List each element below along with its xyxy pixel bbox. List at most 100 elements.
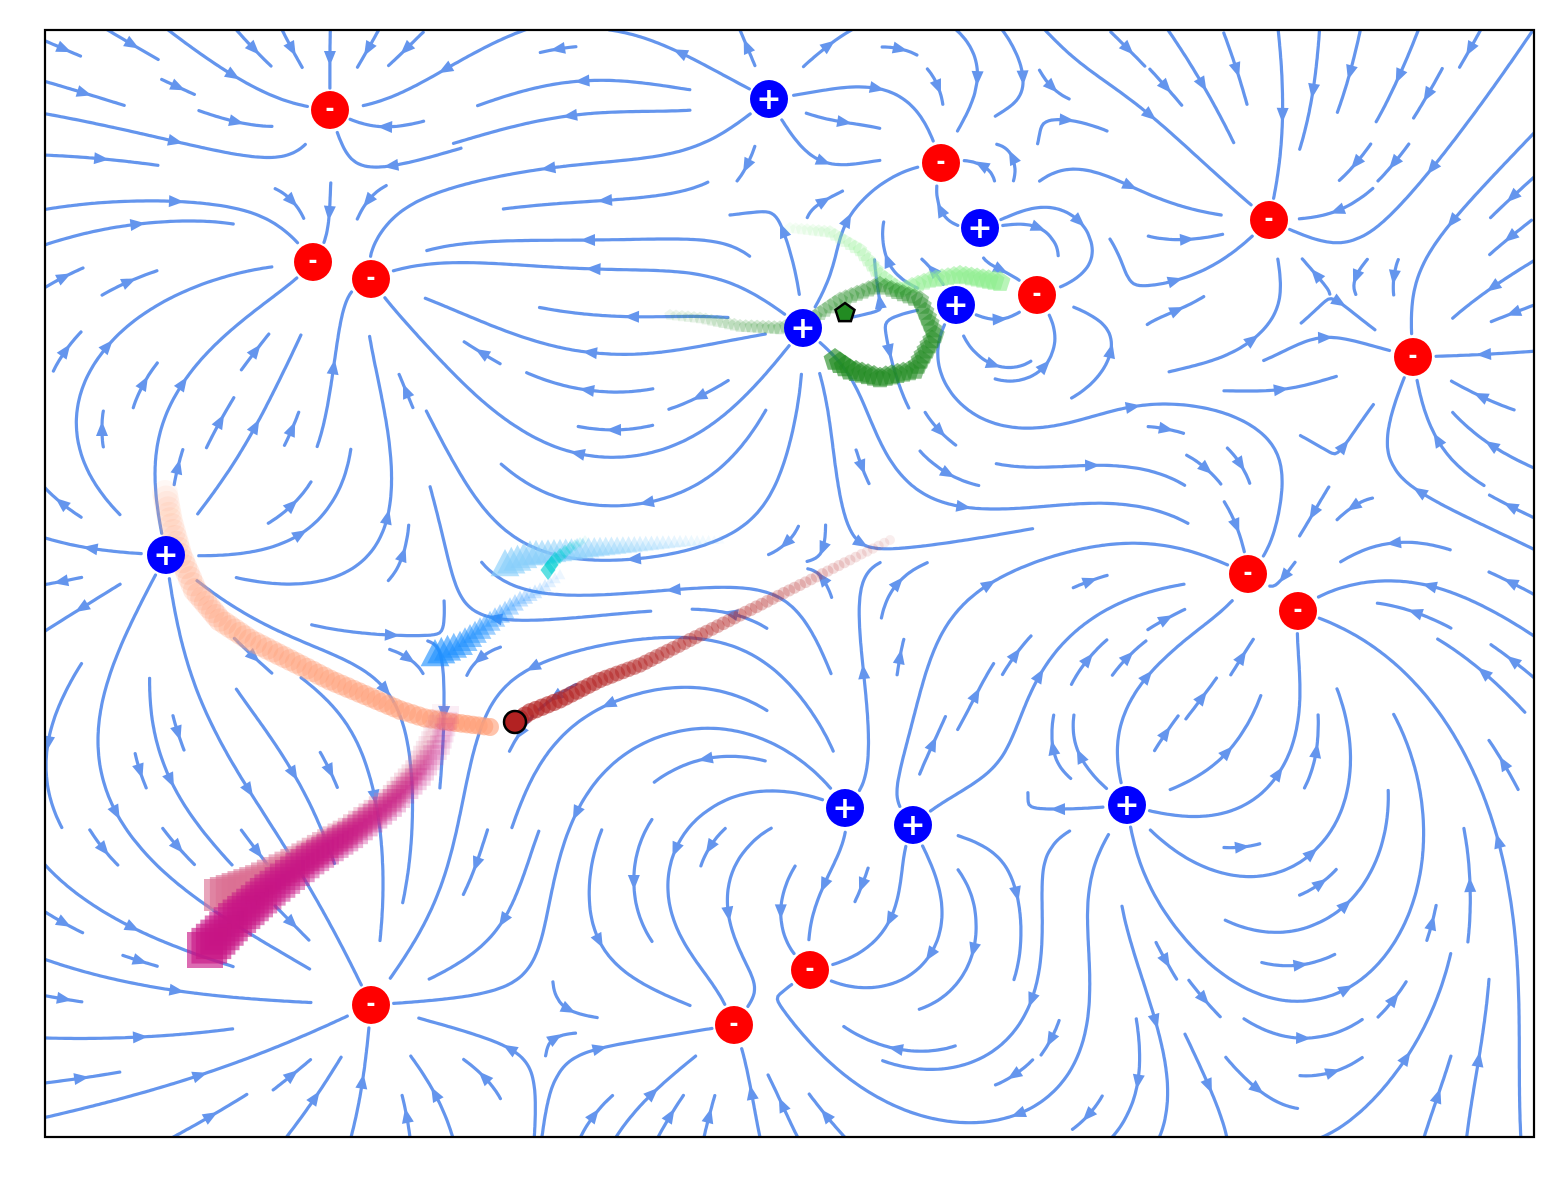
- trajectory-marker: [367, 800, 393, 825]
- stream-arrow: [892, 649, 905, 665]
- stream-arrow: [167, 133, 183, 146]
- trajectory-marker: [860, 252, 876, 267]
- stream-arrow: [1427, 158, 1442, 175]
- trajectory-marker: [302, 660, 324, 683]
- stream-arrow: [819, 540, 831, 557]
- trajectory-marker: [783, 584, 796, 597]
- stream-arrow: [376, 680, 391, 696]
- stream-arrow: [132, 762, 144, 779]
- stream-arrow: [1308, 82, 1321, 99]
- charge-sign: -: [366, 266, 375, 291]
- trajectory-marker: [921, 270, 939, 288]
- trajectory-marker: [436, 717, 456, 737]
- charge-dot: [1108, 786, 1146, 824]
- charge-dot: [294, 243, 332, 281]
- trajectory-marker: [905, 288, 924, 306]
- stream-arrow: [624, 310, 640, 323]
- stream-arrow: [1388, 153, 1404, 170]
- stream-arrow: [721, 905, 734, 922]
- stream-arrow: [1158, 421, 1174, 434]
- trajectory-marker: [412, 759, 434, 781]
- stream-arrow: [168, 195, 184, 208]
- stream-arrow: [1476, 348, 1492, 361]
- charge-sign: -: [366, 992, 375, 1017]
- stream-arrow: [82, 543, 99, 556]
- stream-arrow: [1506, 187, 1522, 203]
- trajectory-marker: [554, 569, 566, 580]
- stream-arrow: [1118, 39, 1134, 55]
- trajectory-marker: [410, 750, 430, 770]
- trajectories: [152, 222, 1011, 968]
- stream-arrow: [884, 252, 896, 270]
- trajectory-marker: [838, 233, 852, 247]
- trajectory-marker: [649, 535, 665, 550]
- stream-arrow: [1397, 1051, 1411, 1068]
- trajectory-marker: [816, 568, 828, 580]
- trajectory-marker: [664, 309, 676, 320]
- trajectory-marker: [670, 309, 682, 321]
- stream-arrow: [240, 781, 254, 797]
- stream-arrow: [820, 876, 833, 893]
- trajectory-marker: [620, 661, 637, 678]
- trajectory-marker: [423, 744, 444, 766]
- negative-charge: -: [1018, 276, 1056, 314]
- stream-arrow: [1197, 459, 1213, 475]
- charge-dot: [826, 789, 864, 827]
- charge-sign: +: [943, 288, 968, 323]
- stream-arrow: [1193, 75, 1207, 92]
- stream-arrow: [1384, 992, 1399, 1009]
- trajectory-marker: [401, 764, 422, 785]
- stream-arrow: [1228, 517, 1240, 534]
- charge-sign: +: [756, 82, 781, 117]
- trajectory-marker: [301, 837, 329, 865]
- stream-arrow: [173, 376, 188, 393]
- stream-arrow: [569, 448, 586, 461]
- trajectory-marker: [156, 501, 182, 528]
- trajectory-marker: [427, 714, 445, 732]
- stream-arrow: [399, 649, 416, 664]
- stream-arrow: [1317, 331, 1334, 344]
- trajectory-marker: [868, 261, 884, 277]
- trajectory-marker: [368, 796, 392, 819]
- charges: + + + + + + + + - - - - - - - - - - - -: [147, 80, 1432, 1044]
- stream-arrow: [54, 914, 71, 927]
- stream-arrow: [170, 724, 182, 741]
- trajectory-marker: [190, 586, 215, 611]
- trajectory-marker: [722, 613, 736, 628]
- stream-arrow: [56, 343, 71, 360]
- stream-arrow: [248, 842, 263, 859]
- trajectory-marker: [425, 720, 443, 738]
- stream-arrow: [1506, 304, 1523, 316]
- trajectory-marker: [655, 535, 670, 549]
- positive-charge: +: [937, 286, 975, 324]
- stream-arrow: [94, 840, 109, 856]
- stream-arrow: [498, 910, 513, 927]
- trajectory-marker: [899, 286, 918, 304]
- stream-arrow: [590, 931, 603, 948]
- trajectory-marker: [343, 814, 367, 839]
- stream-arrow: [579, 385, 595, 397]
- trajectory-marker: [891, 281, 909, 298]
- stream-arrow: [1103, 343, 1115, 360]
- trajectory-marker: [583, 537, 605, 557]
- stream-arrow: [1042, 77, 1058, 93]
- trajectory-marker: [654, 646, 670, 662]
- trajectory-marker: [404, 768, 427, 791]
- stream-arrow: [1248, 1080, 1264, 1095]
- trajectory-marker: [415, 740, 435, 760]
- stream-arrow: [283, 39, 296, 57]
- trajectory-marker: [827, 562, 839, 574]
- stream-arrow: [562, 108, 578, 121]
- stream-arrow: [1466, 39, 1479, 56]
- trajectory-marker: [484, 607, 506, 627]
- trajectory-marker: [888, 282, 907, 299]
- charge-sign: +: [1114, 788, 1139, 823]
- trajectory-marker: [418, 736, 437, 754]
- stream-arrow: [1046, 1030, 1060, 1047]
- charge-dot: [791, 951, 829, 989]
- stream-arrow: [169, 78, 186, 91]
- trajectory-marker: [343, 679, 364, 701]
- stream-arrow: [55, 498, 71, 513]
- charge-sign: +: [967, 211, 992, 246]
- trajectory-marker: [502, 709, 528, 735]
